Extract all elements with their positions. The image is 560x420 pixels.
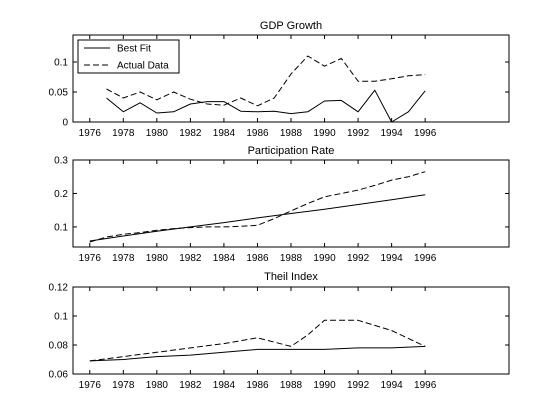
x-tick-label: 1976 <box>79 128 102 139</box>
y-tick-label: 0.1 <box>54 58 68 69</box>
series-line-best-fit <box>106 89 426 123</box>
x-tick-label: 1976 <box>79 380 102 391</box>
x-tick-label: 1976 <box>79 253 102 264</box>
x-tick-label: 1984 <box>213 128 236 139</box>
x-tick-label: 1988 <box>280 253 303 264</box>
x-tick-label: 1992 <box>347 380 370 391</box>
y-tick-label: 0.05 <box>49 88 69 99</box>
x-tick-label: 1992 <box>347 128 370 139</box>
legend: Best Fit Actual Data <box>77 39 180 74</box>
y-tick-label: 0.1 <box>54 222 68 233</box>
series-line-actual-data <box>106 55 426 107</box>
y-tick-label: 0.12 <box>49 283 69 294</box>
x-tick-label: 1982 <box>179 128 202 139</box>
legend-box <box>77 39 180 74</box>
chart-title: Theil Index <box>264 271 318 283</box>
legend-label-best-fit: Best Fit <box>117 44 151 55</box>
y-tick-label: 0 <box>62 118 68 129</box>
x-tick-label: 1996 <box>414 380 437 391</box>
x-tick-label: 1988 <box>280 128 303 139</box>
x-tick-label: 1978 <box>112 380 135 391</box>
y-tick-label: 0.2 <box>54 189 68 200</box>
theil-index-panel: Theil Index 1976 1978 1980 1982 1984 1986 1988… <box>49 271 510 391</box>
x-tick-label: 1990 <box>313 253 336 264</box>
x-tick-label: 1982 <box>179 253 202 264</box>
chart-title: Participation Rate <box>248 145 335 157</box>
x-tick-label: 1978 <box>112 128 135 139</box>
chart-title: GDP Growth <box>260 20 322 32</box>
x-tick-label: 1980 <box>146 253 169 264</box>
gdp-growth-panel: GDP Growth 1976 1978 1980 1982 1984 1986 1988 1… <box>49 20 510 139</box>
y-tick-label: 0.1 <box>54 312 68 323</box>
x-tick-label: 1994 <box>380 128 403 139</box>
x-tick-label: 1980 <box>146 128 169 139</box>
participation-rate-panel: Participation Rate 1976 1978 1980 1982 1984 1… <box>54 145 510 264</box>
x-tick-label: 1990 <box>313 380 336 391</box>
x-tick-label: 1994 <box>380 253 403 264</box>
x-tick-label: 1994 <box>380 380 403 391</box>
legend-label-actual-data: Actual Data <box>117 61 169 72</box>
x-tick-label: 1996 <box>414 253 437 264</box>
x-tick-label: 1996 <box>414 128 437 139</box>
x-tick-label: 1978 <box>112 253 135 264</box>
series-line-best-fit <box>89 345 426 362</box>
series-line-actual-data <box>89 171 426 243</box>
x-tick-label: 1990 <box>313 128 336 139</box>
x-tick-label: 1986 <box>246 380 269 391</box>
y-tick-label: 0.08 <box>49 341 69 352</box>
x-tick-label: 1986 <box>246 253 269 264</box>
y-tick-label: 0.06 <box>49 370 69 381</box>
x-tick-label: 1982 <box>179 380 202 391</box>
x-tick-label: 1988 <box>280 380 303 391</box>
y-tick-label: 0.3 <box>54 156 68 167</box>
x-tick-label: 1984 <box>213 253 236 264</box>
x-tick-label: 1980 <box>146 380 169 391</box>
x-tick-label: 1984 <box>213 380 236 391</box>
x-tick-label: 1986 <box>246 128 269 139</box>
series-line-best-fit <box>89 194 426 242</box>
x-tick-label: 1992 <box>347 253 370 264</box>
